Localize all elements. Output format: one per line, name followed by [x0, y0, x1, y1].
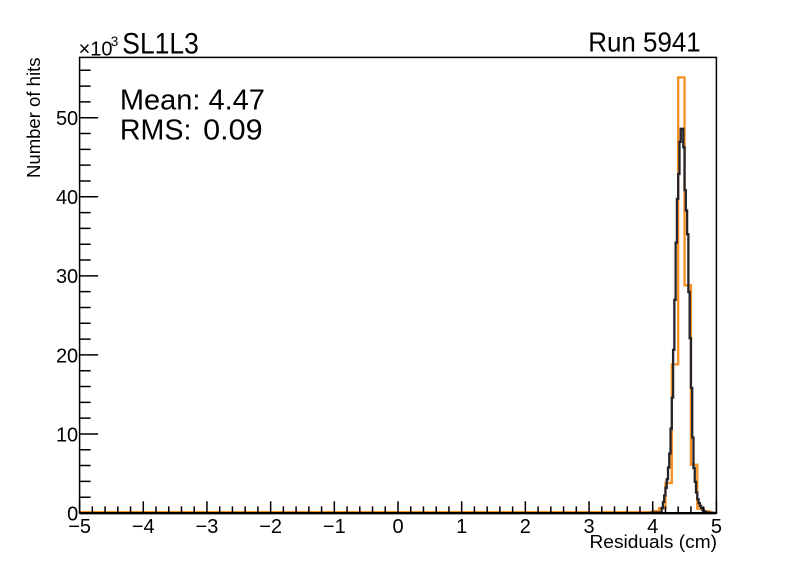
- svg-text:Residuals (cm): Residuals (cm): [590, 532, 718, 552]
- svg-text:4: 4: [647, 516, 658, 538]
- svg-text:5: 5: [711, 516, 722, 538]
- svg-text:30: 30: [56, 266, 78, 288]
- svg-text:Number of hits: Number of hits: [24, 58, 44, 178]
- svg-text:RMS:: RMS:: [120, 115, 191, 147]
- svg-text:40: 40: [56, 187, 78, 209]
- svg-text:−4: −4: [132, 516, 155, 538]
- svg-text:Mean: 4.47: Mean: 4.47: [120, 85, 265, 117]
- svg-text:50: 50: [56, 108, 78, 130]
- svg-text:−2: −2: [259, 516, 282, 538]
- svg-text:−1: −1: [323, 516, 346, 538]
- svg-text:1: 1: [456, 516, 467, 538]
- svg-text:3: 3: [583, 516, 594, 538]
- svg-text:20: 20: [56, 345, 78, 367]
- svg-text:10: 10: [56, 424, 78, 446]
- svg-text:−5: −5: [68, 516, 91, 538]
- svg-text:0.09: 0.09: [203, 115, 263, 147]
- svg-text:0: 0: [67, 503, 78, 525]
- svg-text:SL1L3: SL1L3: [122, 27, 199, 60]
- svg-text:3: 3: [111, 34, 119, 49]
- svg-text:0: 0: [392, 516, 403, 538]
- svg-text:Run 5941: Run 5941: [588, 27, 700, 58]
- svg-text:×10: ×10: [79, 39, 113, 61]
- svg-text:−3: −3: [196, 516, 219, 538]
- svg-text:2: 2: [520, 516, 531, 538]
